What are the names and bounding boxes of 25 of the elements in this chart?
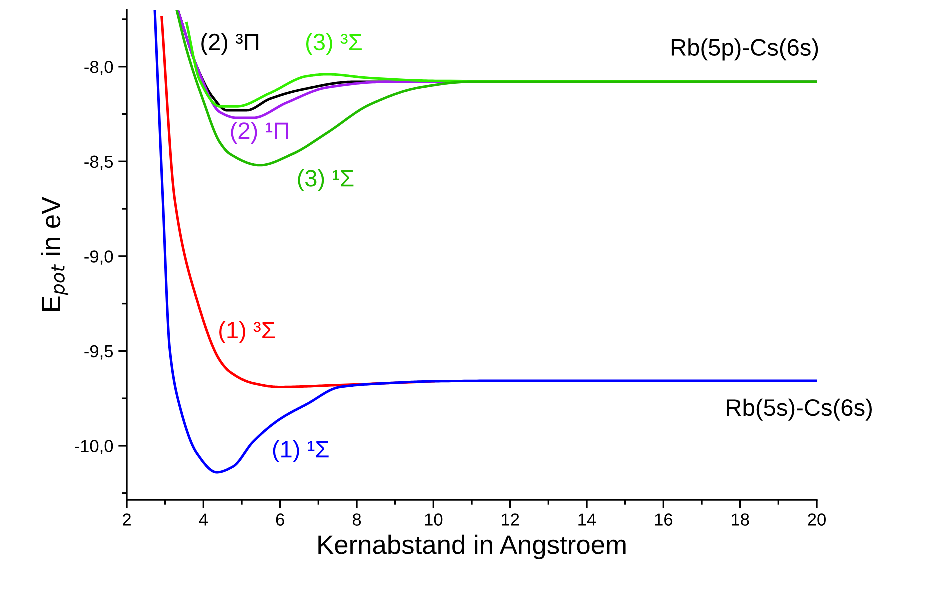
x-tick-label: 18 — [732, 514, 750, 526]
x-tick-label: 12 — [502, 514, 520, 526]
series-label: (1) ¹Σ — [273, 440, 329, 462]
series-label: (2) ³Π — [202, 33, 259, 56]
x-tick-label: 6 — [276, 514, 284, 526]
series-label: (3) ¹Σ — [298, 170, 354, 192]
x-axis-title: Kernabstand in Angstroem — [318, 534, 626, 560]
x-tick-label: 2 — [123, 514, 131, 526]
y-tick-label: -10,0 — [75, 440, 114, 454]
x-tick-label: 14 — [578, 514, 596, 526]
series-label: (2) ¹Π — [231, 122, 288, 144]
y-tick-label: -8,0 — [84, 61, 114, 76]
y-axis-title: E$_{pot}$ in eV — [41, 196, 69, 312]
x-tick-label: 20 — [808, 514, 826, 526]
y-tick-label: -8,5 — [84, 156, 114, 170]
annotation: Rb(5p)-Cs(6s) — [672, 38, 818, 61]
series-label: (1) ³Σ — [220, 321, 276, 344]
y-tick-label: -9,0 — [84, 250, 114, 265]
x-tick-label: 8 — [352, 514, 362, 526]
x-tick-label: 4 — [199, 514, 208, 526]
y-tick-label: -9,5 — [84, 345, 114, 360]
series-label: (3) ³Σ — [306, 33, 362, 56]
x-tick-label: 10 — [425, 514, 443, 526]
annotation: Rb(5s)-Cs(6s) — [727, 398, 872, 421]
x-tick-label: 16 — [655, 514, 673, 526]
